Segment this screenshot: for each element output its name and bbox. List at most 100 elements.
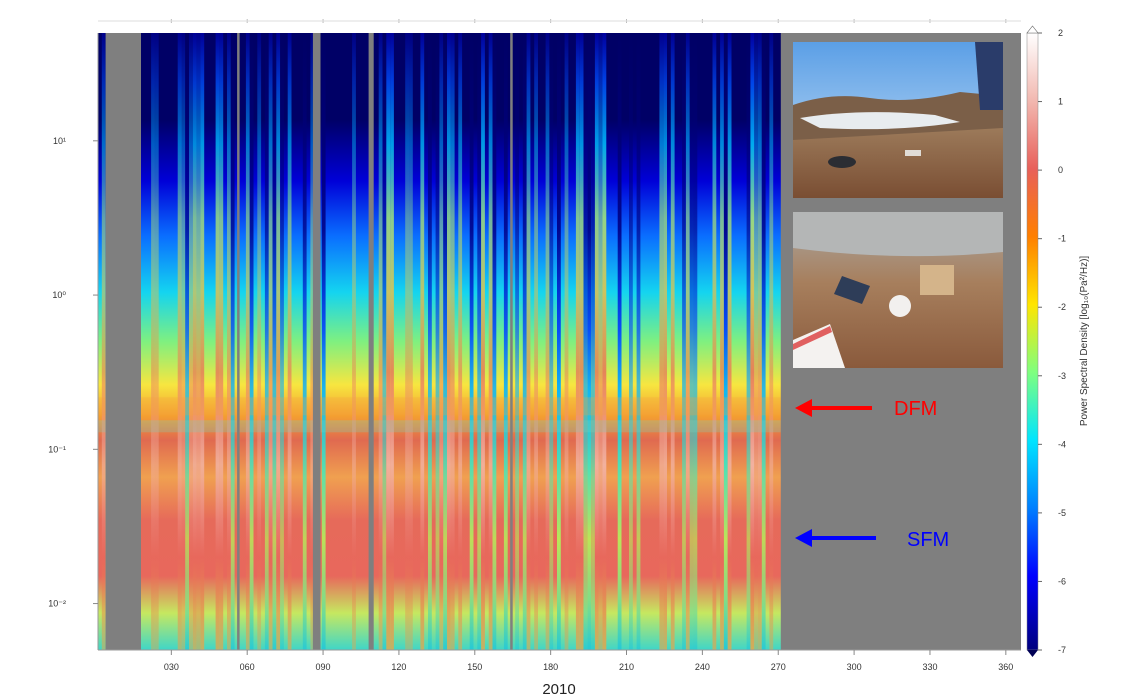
spectrogram-column — [469, 33, 474, 650]
spectrogram-column — [598, 33, 603, 650]
sfm-annotation: SFM — [795, 529, 949, 551]
spectrogram-column — [200, 33, 205, 650]
spectrogram-column — [390, 33, 394, 650]
y-axis: 10¹ 10⁰ 10⁻¹ 10⁻² — [48, 33, 99, 650]
spectrogram-column — [549, 33, 554, 650]
spectrogram-column — [515, 33, 519, 650]
spectrogram-column — [101, 33, 106, 650]
spectrogram-column — [545, 33, 550, 650]
spectrogram-column — [276, 33, 281, 650]
spectrogram-column — [310, 33, 315, 650]
spectrogram-column — [477, 33, 482, 650]
x-tick-label: 240 — [695, 662, 710, 672]
dfm-band-fill — [98, 397, 781, 416]
spectrogram-column — [492, 33, 497, 650]
x-tick-label: 360 — [998, 662, 1013, 672]
x-tick-label: 330 — [922, 662, 937, 672]
spectrogram-column — [405, 33, 409, 650]
top-axis — [98, 19, 1021, 23]
sfm-arrow-head — [795, 529, 812, 547]
dfm-band-trough — [98, 420, 781, 433]
colorbar-tick-label: -7 — [1058, 645, 1066, 655]
spectrogram-column — [594, 33, 599, 650]
spectrogram-column — [428, 33, 432, 650]
colorbar-tick-label: -3 — [1058, 371, 1066, 381]
data-gap — [368, 33, 374, 650]
dfm-arrow-head — [795, 399, 812, 417]
spectrogram-columns — [101, 33, 774, 650]
spectrogram-column — [564, 33, 569, 650]
colorbar-bottom-cap — [1027, 650, 1038, 657]
spectrogram-column — [557, 33, 561, 650]
spectrogram-column — [629, 33, 633, 650]
spectrogram-column — [522, 33, 527, 650]
spectrogram-column — [727, 33, 732, 650]
colorbar-tick-label: 0 — [1058, 165, 1063, 175]
spectrogram-column — [617, 33, 622, 650]
colorbar-tick-label: -6 — [1058, 576, 1066, 586]
spectrogram-column — [447, 33, 451, 650]
spectrogram-column — [746, 33, 751, 650]
y-axis-ticks: 10¹ 10⁰ 10⁻¹ 10⁻² — [48, 136, 98, 609]
spectrogram-column — [154, 33, 159, 650]
spectrogram-column — [526, 33, 531, 650]
spectrogram-column — [769, 33, 774, 650]
spectrogram-column — [268, 33, 273, 650]
spectrogram-column — [378, 33, 383, 650]
x-tick-label: 180 — [543, 662, 558, 672]
y-tick-label: 10¹ — [53, 136, 66, 146]
spectrogram-column — [663, 33, 667, 650]
spectrogram-column — [583, 33, 588, 650]
field-photo-top — [793, 42, 1003, 198]
data-gap — [105, 33, 141, 650]
spectrogram-column — [181, 33, 186, 650]
y-tick-label: 10⁻² — [48, 599, 66, 609]
spectrogram-column — [439, 33, 444, 650]
spectrogram-column — [712, 33, 717, 650]
spectrogram-column — [245, 33, 250, 650]
spectrogram-column — [257, 33, 262, 650]
spectrogram-column — [272, 33, 277, 650]
colorbar-tick-label: -1 — [1058, 234, 1066, 244]
spectrogram-column — [420, 33, 425, 650]
field-photo-bottom — [793, 212, 1003, 368]
colorbar-tick-label: 2 — [1058, 28, 1063, 38]
spectrogram-column — [754, 33, 758, 650]
spectrogram-column — [409, 33, 413, 650]
spectrogram-column — [587, 33, 592, 650]
spectrogram-column — [758, 33, 762, 650]
spectrogram-column — [579, 33, 584, 650]
dfm-label: DFM — [894, 398, 937, 420]
colorbar-label: Power Spectral Density [log₁₀(Pa²/Hz)] — [1079, 256, 1090, 427]
spectrogram-column — [215, 33, 220, 650]
plot-area — [98, 33, 1021, 650]
spectrogram-column — [443, 33, 447, 650]
spectrogram-column — [352, 33, 356, 650]
spectrogram-column — [591, 33, 595, 650]
x-tick-label: 210 — [619, 662, 634, 672]
colorbar-tick-label: -4 — [1058, 439, 1066, 449]
x-axis-ticks: 030 060 090 120 150 180 210 240 270 300 330 360 — [164, 650, 1013, 672]
spectrogram-column — [249, 33, 254, 650]
spectrogram-column — [287, 33, 292, 650]
spectrogram-column — [693, 33, 698, 650]
dfm-annotation: DFM — [795, 398, 937, 420]
spectrogram-column — [720, 33, 724, 650]
spectrogram-column — [503, 33, 508, 650]
spectrogram-column — [264, 33, 269, 650]
colorbar-ticks: 2 1 0 -1 -2 -3 -4 -5 -6 -7 — [1038, 28, 1066, 655]
spectrogram-column — [450, 33, 455, 650]
x-tick-label: 090 — [316, 662, 331, 672]
x-tick-label: 270 — [771, 662, 786, 672]
spectrogram-column — [189, 33, 193, 650]
spectrogram-column — [280, 33, 284, 650]
spectrogram-column — [185, 33, 189, 650]
colorbar-tick-label: -5 — [1058, 508, 1066, 518]
spectrogram-column — [488, 33, 493, 650]
spectrogram-column — [636, 33, 641, 650]
spectrogram-column — [151, 33, 155, 650]
spectrogram-column — [321, 33, 326, 650]
x-tick-label: 150 — [467, 662, 482, 672]
spectrogram-column — [458, 33, 463, 650]
